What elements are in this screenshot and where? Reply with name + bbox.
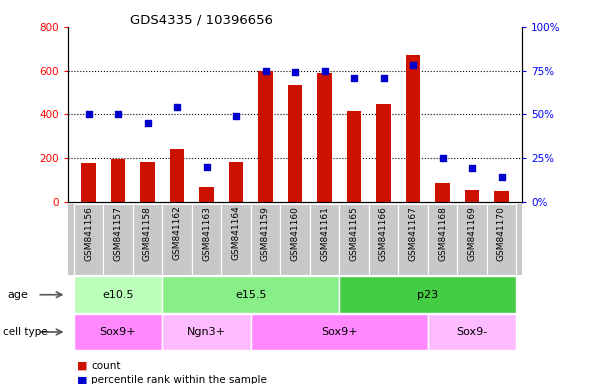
Text: ■: ■	[77, 361, 87, 371]
Text: GSM841168: GSM841168	[438, 206, 447, 260]
Point	[84, 111, 93, 118]
Bar	[369, 204, 398, 275]
Bar	[310, 204, 339, 275]
Bar	[288, 85, 302, 202]
Bar	[74, 276, 162, 313]
Bar	[162, 204, 192, 275]
Text: GSM841160: GSM841160	[290, 206, 300, 260]
Point	[172, 104, 182, 110]
Point	[467, 166, 477, 172]
Text: count: count	[91, 361, 121, 371]
Text: age: age	[7, 290, 28, 300]
Bar	[280, 204, 310, 275]
Bar	[162, 314, 251, 350]
Text: GSM841167: GSM841167	[408, 206, 418, 260]
Bar	[133, 204, 162, 275]
Bar	[339, 276, 516, 313]
Text: GSM841157: GSM841157	[113, 206, 123, 260]
Bar	[398, 204, 428, 275]
Text: e10.5: e10.5	[102, 290, 134, 300]
Text: GSM841159: GSM841159	[261, 206, 270, 260]
Bar	[251, 314, 428, 350]
Point	[349, 74, 359, 81]
Text: e15.5: e15.5	[235, 290, 267, 300]
Point	[231, 113, 241, 119]
Text: Sox9+: Sox9+	[100, 327, 136, 337]
Bar	[81, 163, 96, 202]
Point	[113, 111, 123, 118]
Text: p23: p23	[417, 290, 438, 300]
Point	[497, 174, 506, 180]
Bar	[140, 162, 155, 202]
Bar	[428, 314, 516, 350]
Text: GSM841166: GSM841166	[379, 206, 388, 260]
Text: GSM841161: GSM841161	[320, 206, 329, 260]
Point	[290, 69, 300, 75]
Point	[408, 62, 418, 68]
Bar	[347, 111, 361, 202]
Text: Sox9-: Sox9-	[457, 327, 487, 337]
Text: ■: ■	[77, 375, 87, 384]
Text: GDS4335 / 10396656: GDS4335 / 10396656	[130, 13, 273, 26]
Bar	[111, 159, 125, 202]
Bar	[74, 204, 103, 275]
Text: Ngn3+: Ngn3+	[187, 327, 226, 337]
Bar	[465, 190, 479, 202]
Point	[261, 68, 270, 74]
Text: GSM841165: GSM841165	[349, 206, 359, 260]
Point	[379, 74, 388, 81]
Bar	[229, 162, 243, 202]
Bar	[74, 314, 162, 350]
Bar	[221, 204, 251, 275]
Text: GSM841156: GSM841156	[84, 206, 93, 260]
Text: GSM841169: GSM841169	[467, 206, 477, 260]
Bar	[170, 149, 184, 202]
Text: GSM841163: GSM841163	[202, 206, 211, 260]
Bar	[339, 204, 369, 275]
Bar	[199, 187, 214, 202]
Bar	[487, 204, 516, 275]
Point	[438, 155, 447, 161]
Text: GSM841162: GSM841162	[172, 206, 182, 260]
Text: GSM841164: GSM841164	[231, 206, 241, 260]
Point	[202, 164, 211, 170]
Point	[320, 68, 329, 74]
Bar	[494, 191, 509, 202]
Bar	[376, 104, 391, 202]
Text: percentile rank within the sample: percentile rank within the sample	[91, 375, 267, 384]
Text: cell type: cell type	[3, 327, 48, 337]
Bar	[251, 204, 280, 275]
Bar	[428, 204, 457, 275]
Bar	[457, 204, 487, 275]
Bar	[435, 183, 450, 202]
Text: GSM841170: GSM841170	[497, 206, 506, 260]
Text: Sox9+: Sox9+	[321, 327, 358, 337]
Bar	[103, 204, 133, 275]
Point	[143, 120, 152, 126]
Bar	[192, 204, 221, 275]
Text: GSM841158: GSM841158	[143, 206, 152, 260]
Bar	[406, 55, 420, 202]
Bar	[317, 73, 332, 202]
Bar	[162, 276, 339, 313]
Bar	[258, 71, 273, 202]
